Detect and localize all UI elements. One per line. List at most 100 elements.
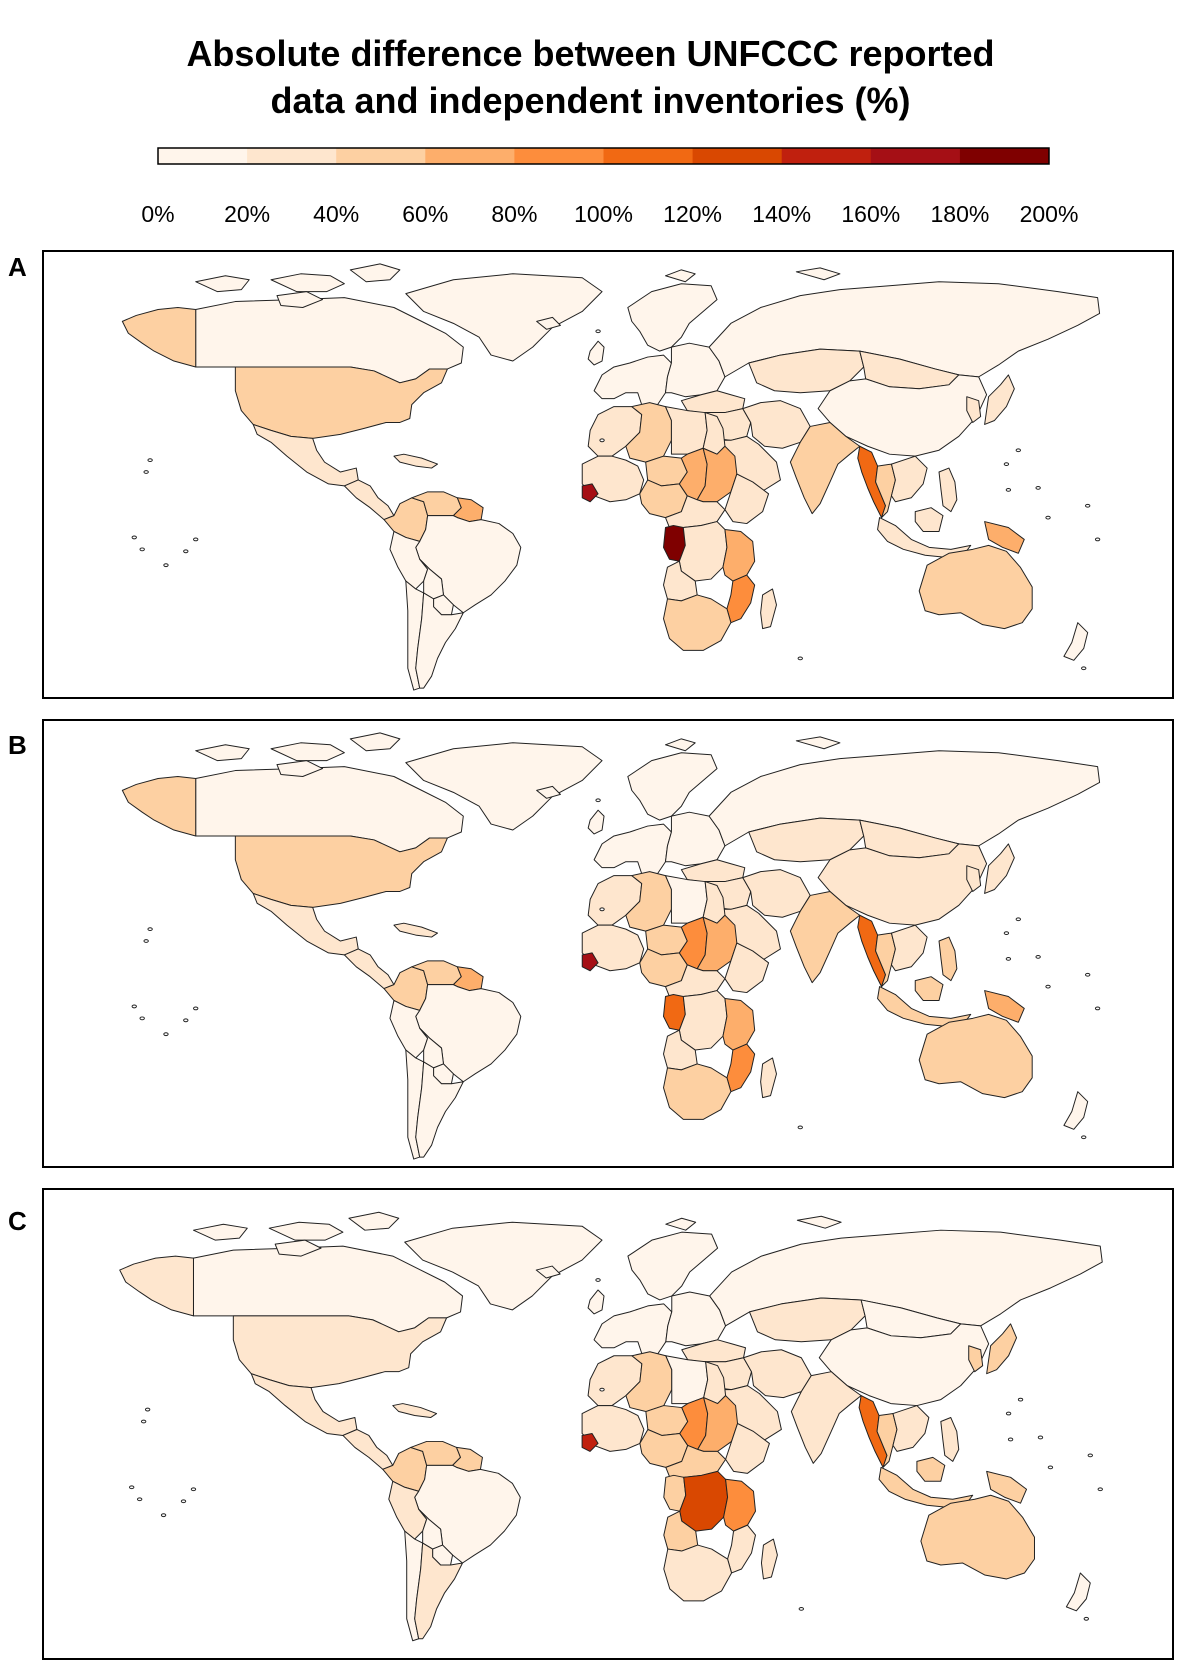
small-island <box>1037 1435 1044 1440</box>
country-philippines <box>940 1417 960 1462</box>
arctic-island <box>664 738 696 752</box>
legend-tick-label: 140% <box>752 201 811 227</box>
small-island <box>163 563 169 568</box>
small-island <box>599 907 605 912</box>
country-mozambique <box>726 1043 756 1093</box>
legend-bin-5 <box>603 148 694 164</box>
country-caribbean <box>392 1403 438 1419</box>
small-island <box>1087 1453 1093 1458</box>
legend-bin-2 <box>336 148 426 164</box>
country-tanzania <box>723 1478 756 1532</box>
legend-bin-1 <box>247 148 337 164</box>
small-island <box>1085 503 1091 508</box>
map-title-line-1: Absolute difference between UNFCCC repor… <box>186 33 995 74</box>
small-island <box>595 798 601 803</box>
country-greenland <box>405 273 603 362</box>
country-drc <box>678 521 728 582</box>
country-australia <box>918 544 1033 630</box>
small-island <box>147 927 153 932</box>
country-japan <box>984 374 1015 425</box>
small-island <box>180 1499 187 1504</box>
legend-bin-7 <box>781 148 872 164</box>
small-island <box>1085 972 1091 977</box>
small-island <box>143 939 149 943</box>
country-uk <box>587 340 605 366</box>
map-panel-c <box>42 1188 1174 1660</box>
arctic-island <box>349 263 401 283</box>
small-island <box>1083 1616 1089 1621</box>
country-sierra-leone <box>581 483 599 503</box>
small-island <box>1045 984 1051 989</box>
map-title: Absolute difference between UNFCCC repor… <box>0 30 1181 124</box>
country-indonesia <box>877 507 972 558</box>
panel-a-letter: A <box>8 252 27 282</box>
arctic-island <box>192 1223 248 1241</box>
legend-bin-4 <box>514 148 604 164</box>
country-southern-africa <box>663 1063 732 1120</box>
country-scandinavia <box>627 752 718 821</box>
country-europe-west <box>593 1303 673 1363</box>
legend-tick-label: 0% <box>141 201 174 227</box>
country-sierra-leone <box>581 1432 599 1452</box>
country-central-america <box>343 948 395 990</box>
country-central-america <box>342 1428 394 1470</box>
world-map-a <box>121 263 1101 691</box>
small-island <box>797 656 803 661</box>
small-island <box>183 1018 189 1023</box>
small-island <box>131 1004 137 1009</box>
legend-tick-label: 180% <box>930 201 989 227</box>
country-png <box>984 990 1025 1023</box>
country-japan <box>984 843 1015 894</box>
country-new-zealand <box>1065 1572 1091 1612</box>
legend-bin-9 <box>959 148 1050 164</box>
country-alaska <box>121 776 197 837</box>
legend-tick-label: 60% <box>402 201 448 227</box>
legend-tick-label: 40% <box>313 201 359 227</box>
small-island <box>1017 1397 1024 1402</box>
small-island <box>1097 1487 1103 1492</box>
legend-tick-label: 100% <box>574 201 633 227</box>
country-europe-west <box>593 823 672 883</box>
small-island <box>140 1419 147 1424</box>
small-island <box>1094 537 1101 542</box>
small-island <box>599 1387 605 1392</box>
arctic-island <box>665 1217 697 1231</box>
small-island <box>160 1513 167 1518</box>
country-indochina <box>890 924 928 972</box>
country-drc <box>679 1470 729 1532</box>
arctic-island <box>270 273 345 293</box>
small-island <box>798 1606 805 1611</box>
country-libya <box>664 406 708 455</box>
small-island <box>1081 666 1087 671</box>
country-argentina <box>415 1061 464 1158</box>
small-island <box>1094 1006 1101 1011</box>
small-island <box>183 549 189 554</box>
small-island <box>128 1485 135 1490</box>
country-india <box>790 1371 862 1464</box>
small-island <box>1035 954 1041 959</box>
legend-bin-0 <box>158 148 248 164</box>
arctic-island <box>796 1215 842 1229</box>
map-panel-b <box>42 719 1174 1168</box>
small-island <box>1045 515 1051 520</box>
country-tanzania <box>722 998 756 1051</box>
country-japan <box>986 1323 1018 1375</box>
small-island <box>143 470 149 474</box>
country-new-zealand <box>1063 1091 1089 1130</box>
country-indochina <box>890 455 928 503</box>
country-korea <box>966 865 982 892</box>
legend-bin-3 <box>425 148 515 164</box>
country-australia <box>918 1013 1033 1099</box>
country-southern-africa <box>663 594 732 651</box>
world-map-c <box>119 1211 1103 1642</box>
country-colombia <box>382 1446 428 1492</box>
country-philippines <box>938 936 958 982</box>
country-greenland <box>404 1221 603 1311</box>
small-island <box>139 547 145 552</box>
small-island <box>131 535 137 540</box>
small-island <box>1081 1135 1087 1140</box>
legend-frame <box>157 147 1050 165</box>
arctic-island <box>349 732 401 752</box>
arctic-island <box>348 1211 400 1231</box>
small-island <box>136 1497 143 1502</box>
